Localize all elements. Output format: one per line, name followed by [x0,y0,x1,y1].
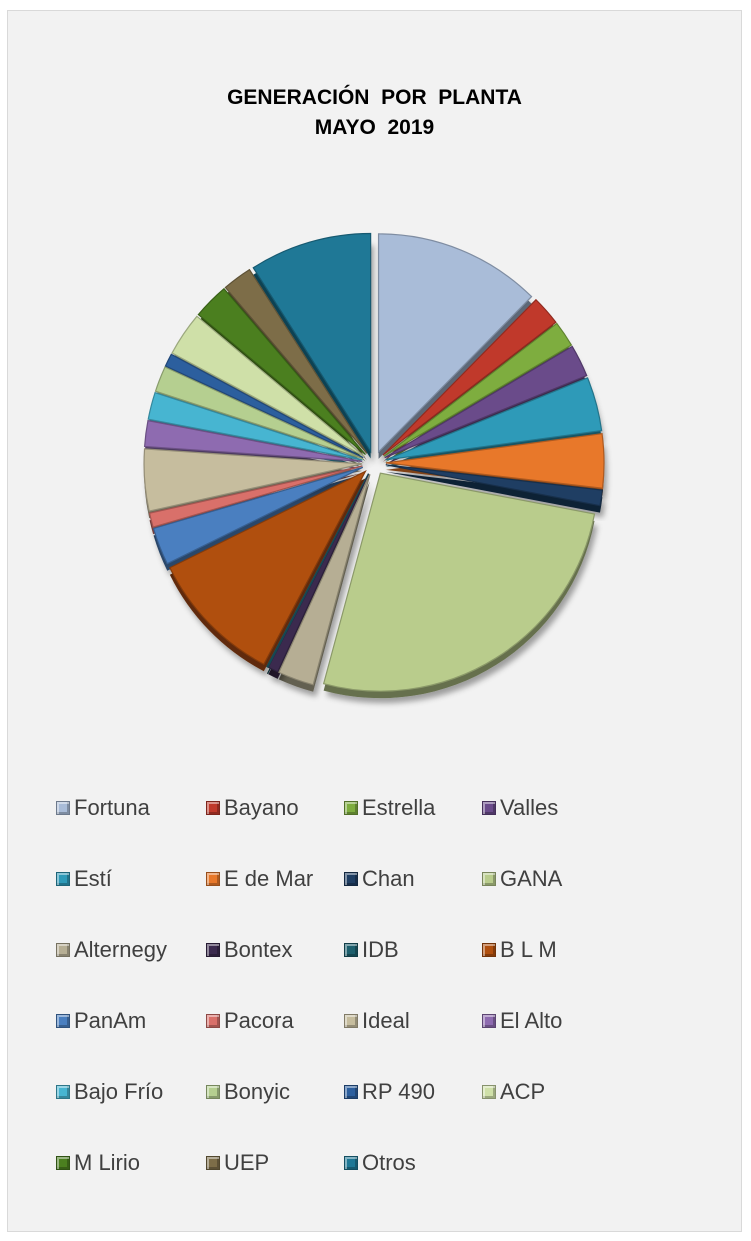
pie-slice-edge [385,471,603,513]
pie-slice-m-lirio [197,287,366,456]
pie-slice-panam [152,466,364,565]
legend-item-estrella: Estrella [344,793,435,823]
legend-item-bonyic: Bonyic [206,1077,290,1107]
legend-swatch [482,943,496,957]
legend-label: Fortuna [74,795,150,820]
legend-swatch [344,1014,358,1028]
legend-label: Alternegy [74,937,167,962]
pie-slice-rp-490 [164,353,364,459]
legend-swatch [344,1085,358,1099]
legend-item-chan: Chan [344,864,415,894]
legend-label: Bayano [224,795,299,820]
pie-slice-pacora [148,465,363,528]
legend-label: Pacora [224,1008,294,1033]
pie-slice-valles [384,345,588,459]
legend-swatch [206,943,220,957]
legend-label: B L M [500,937,557,962]
pie-slice-b-l-m [169,470,367,666]
legend-label: GANA [500,866,563,891]
legend-label: El Alto [500,1008,563,1033]
legend-swatch [482,1085,496,1099]
pie-slice-el-alto [143,419,363,463]
legend-item-idb: IDB [344,935,399,965]
legend-label: Chan [362,866,415,891]
legend-label: Bonyic [224,1079,291,1104]
legend-swatch [56,1156,70,1170]
legend-item-rp-490: RP 490 [344,1077,435,1107]
legend-item-bayano: Bayano [206,793,299,823]
legend-swatch [56,872,70,886]
pie-slice-estrella [383,322,573,457]
legend-item-bontex: Bontex [206,935,293,965]
legend-swatch [344,801,358,815]
legend-label: E de Mar [224,866,314,891]
legend-label: UEP [224,1150,270,1175]
legend-item-b-l-m: B L M [482,935,557,965]
pie-slice-bonyic [154,366,364,460]
legend-swatch [206,1085,220,1099]
legend-item-otros: Otros [344,1148,416,1178]
legend-swatch [482,872,496,886]
legend-item-e-de-mar: E de Mar [206,864,313,894]
chart-title: GENERACIÓN POR PLANTA MAYO 2019 [8,83,741,143]
legend-swatch [482,1014,496,1028]
pie-slice-chan [385,464,604,507]
legend-swatch [56,1085,70,1099]
legend-label: Valles [500,795,559,820]
legend-label: Bontex [224,937,293,962]
legend-item-m-lirio: M Lirio [56,1148,140,1178]
chart-title-line-1: GENERACIÓN POR PLANTA [227,86,522,109]
legend-item-fortuna: Fortuna [56,793,150,823]
pie-slice-alternegy [278,474,371,686]
pie-slice-otros [252,232,372,454]
pie-slice-est- [385,377,603,461]
legend-item-ideal: Ideal [344,1006,410,1036]
legend-swatch [344,1156,358,1170]
legend-swatch [482,801,496,815]
legend-item-panam: PanAm [56,1006,146,1036]
legend-label: PanAm [74,1008,147,1033]
legend-swatch [56,801,70,815]
legend-label: Estrella [362,795,436,820]
legend-item-uep: UEP [206,1148,269,1178]
pie-slice-gana [322,472,596,692]
chart-title-line-2: MAYO 2019 [314,116,435,139]
legend-swatch [206,1156,220,1170]
legend-swatch [56,943,70,957]
pie-slice-ideal [143,448,363,512]
legend-item-valles: Valles [482,793,558,823]
chart-legend: Fortuna Bayano Estrella Valles Estí E de Mar C… [56,793,736,1175]
legend-label: IDB [362,937,399,962]
legend-swatch [344,872,358,886]
legend-item-gana: GANA [482,864,562,894]
pie-slice-uep [224,268,368,454]
chart-area: GENERACIÓN POR PLANTA MAYO 2019 Fortuna B… [7,10,742,1232]
legend-swatch [344,943,358,957]
legend-item-alternegy: Alternegy [56,935,167,965]
legend-item-acp: ACP [482,1077,545,1107]
legend-swatch [206,801,220,815]
legend-item-el-alto: El Alto [482,1006,562,1036]
legend-label: RP 490 [362,1079,435,1104]
pie-slice-bajo-fr-o [147,391,363,461]
legend-swatch [206,872,220,886]
pie-slice-idb [266,473,369,668]
legend-label: Otros [362,1150,416,1175]
pie-slice-fortuna [377,233,533,454]
legend-item-bajo-fr-o: Bajo Frío [56,1077,163,1107]
pie-chart [143,232,605,699]
legend-label: Bajo Frío [74,1079,164,1104]
legend-item-est-: Estí [56,864,112,894]
pie-slice-acp [171,315,365,457]
legend-label: Ideal [362,1008,410,1033]
pie-slice-bayano [382,298,557,456]
legend-label: M Lirio [74,1150,141,1175]
legend-swatch [206,1014,220,1028]
legend-swatch [56,1014,70,1028]
legend-item-pacora: Pacora [206,1006,294,1036]
legend-label: Estí [74,866,112,891]
legend-label: ACP [500,1079,546,1104]
pie-slice-e-de-mar [385,432,605,489]
